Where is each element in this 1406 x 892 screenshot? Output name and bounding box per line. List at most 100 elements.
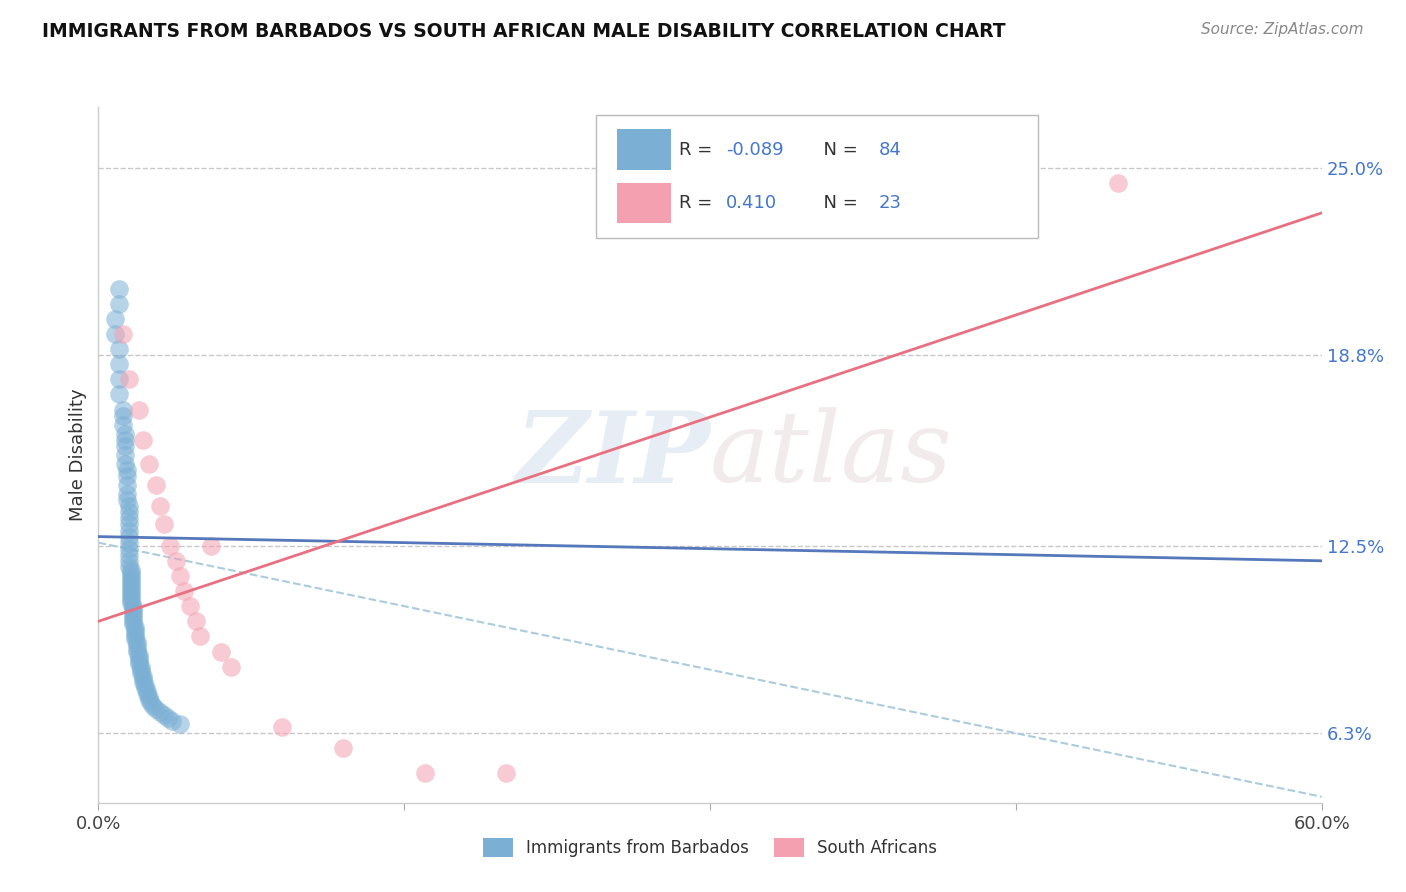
Point <box>120 587 142 601</box>
Point <box>115 478 138 492</box>
Point <box>118 530 141 544</box>
Point <box>118 559 141 574</box>
Point <box>332 741 354 756</box>
Point <box>115 463 138 477</box>
Point <box>138 693 160 707</box>
Point <box>209 644 232 658</box>
Point <box>149 705 172 719</box>
Point <box>200 539 222 553</box>
Point <box>122 599 145 614</box>
Text: 0.410: 0.410 <box>725 194 778 212</box>
Point <box>160 714 183 728</box>
Y-axis label: Male Disability: Male Disability <box>69 389 87 521</box>
Text: N =: N = <box>811 194 863 212</box>
Point <box>114 426 136 441</box>
Point <box>134 681 156 695</box>
Point <box>111 417 134 432</box>
Point <box>114 457 136 471</box>
Point <box>124 626 146 640</box>
Point <box>145 478 167 492</box>
Point <box>138 457 160 471</box>
Legend: Immigrants from Barbados, South Africans: Immigrants from Barbados, South Africans <box>477 831 943 864</box>
Text: Source: ZipAtlas.com: Source: ZipAtlas.com <box>1201 22 1364 37</box>
Point <box>127 635 149 649</box>
Text: ZIP: ZIP <box>515 407 710 503</box>
Point <box>108 387 131 401</box>
Point <box>179 599 201 614</box>
Point <box>120 578 142 592</box>
Point <box>118 554 141 568</box>
Point <box>122 602 145 616</box>
Point <box>169 569 191 583</box>
FancyBboxPatch shape <box>617 129 671 169</box>
Point <box>122 611 145 625</box>
Point <box>122 617 145 632</box>
Point <box>118 511 141 525</box>
Point <box>138 690 160 704</box>
Point <box>156 711 179 725</box>
Point <box>495 765 517 780</box>
Point <box>120 596 142 610</box>
Point <box>127 641 149 656</box>
Point <box>141 696 163 710</box>
Point <box>118 541 141 556</box>
Point <box>122 605 145 619</box>
Point <box>108 281 131 295</box>
Point <box>108 357 131 371</box>
Point <box>120 569 142 583</box>
Point <box>152 517 174 532</box>
Point <box>128 648 150 662</box>
Point <box>132 674 155 689</box>
Text: R =: R = <box>679 141 718 159</box>
FancyBboxPatch shape <box>617 183 671 223</box>
Point <box>108 342 131 356</box>
Point <box>127 644 149 658</box>
Point <box>128 657 150 671</box>
Point <box>169 717 191 731</box>
Text: R =: R = <box>679 194 718 212</box>
Point <box>159 539 181 553</box>
Point <box>115 469 138 483</box>
Point <box>118 548 141 562</box>
Text: IMMIGRANTS FROM BARBADOS VS SOUTH AFRICAN MALE DISABILITY CORRELATION CHART: IMMIGRANTS FROM BARBADOS VS SOUTH AFRICA… <box>42 22 1005 41</box>
Point <box>118 524 141 538</box>
Point <box>115 487 138 501</box>
Point <box>186 615 208 629</box>
Point <box>108 372 131 386</box>
Point <box>120 590 142 604</box>
Point <box>152 708 174 723</box>
Point <box>129 663 152 677</box>
Point <box>120 593 142 607</box>
Point <box>124 624 146 638</box>
Point <box>142 698 165 713</box>
Point <box>120 563 142 577</box>
Point <box>132 669 155 683</box>
Point <box>120 566 142 580</box>
Point <box>124 620 146 634</box>
Point <box>134 678 156 692</box>
Point <box>413 765 436 780</box>
Point <box>120 572 142 586</box>
Point <box>128 402 150 417</box>
Point <box>132 433 155 447</box>
Point <box>128 650 150 665</box>
Point <box>114 433 136 447</box>
Point <box>118 517 141 532</box>
Point <box>111 402 134 417</box>
Point <box>124 629 146 643</box>
Point <box>114 448 136 462</box>
Point <box>124 632 146 647</box>
Point <box>122 615 145 629</box>
Point <box>136 684 159 698</box>
Point <box>127 639 149 653</box>
Point <box>128 654 150 668</box>
Point <box>114 439 136 453</box>
Point <box>104 311 127 326</box>
Point <box>115 493 138 508</box>
Point <box>132 672 155 686</box>
Point <box>188 629 212 643</box>
Point <box>149 500 172 514</box>
Point <box>120 581 142 595</box>
Point <box>111 326 134 341</box>
Text: 84: 84 <box>879 141 901 159</box>
